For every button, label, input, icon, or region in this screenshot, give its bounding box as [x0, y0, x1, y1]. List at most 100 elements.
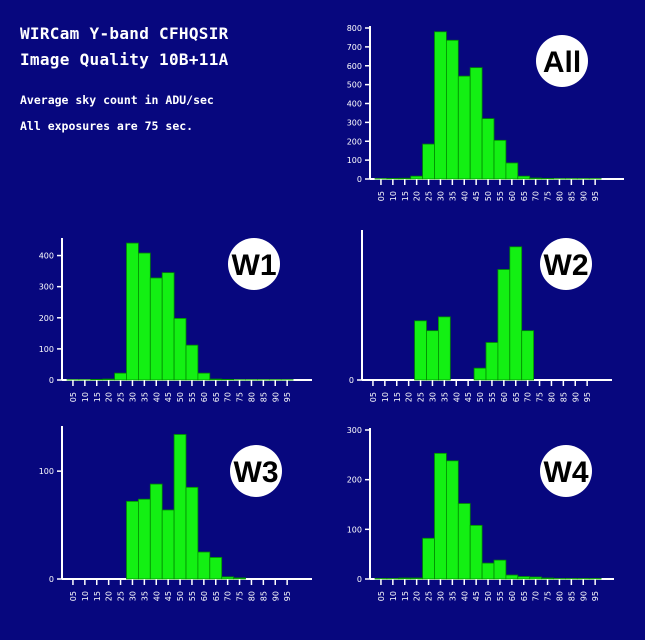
- bar: [126, 242, 139, 381]
- x-tick-label: 10: [81, 392, 90, 402]
- x-tick-label: 40: [152, 591, 161, 601]
- x-tick-label: 60: [500, 392, 509, 402]
- x-tick-label: 35: [448, 591, 457, 601]
- note-line-1: Average sky count in ADU/sec: [20, 93, 214, 107]
- bar: [521, 330, 534, 381]
- badge-circle: [540, 238, 592, 290]
- x-tick-label: 90: [271, 591, 280, 601]
- bar: [529, 177, 542, 180]
- x-tick-label: 70: [224, 392, 233, 402]
- x-tick-label: 90: [571, 392, 580, 402]
- y-tick-label: 600: [347, 62, 362, 71]
- bar: [457, 75, 471, 180]
- bar: [209, 557, 223, 580]
- x-tick-label: 20: [105, 591, 114, 601]
- x-tick-label: 45: [464, 392, 473, 402]
- note-line-2: All exposures are 75 sec.: [20, 119, 194, 133]
- bar: [114, 372, 127, 381]
- bar: [161, 272, 175, 381]
- y-tick-label: 800: [347, 24, 362, 33]
- x-tick-label: 35: [140, 591, 149, 601]
- y-tick-label: 200: [347, 137, 362, 146]
- bar: [185, 486, 199, 580]
- x-tick-label: 05: [369, 392, 378, 402]
- x-tick-label: 55: [496, 191, 505, 201]
- x-tick-label: 75: [544, 191, 553, 201]
- y-tick-label: 400: [39, 252, 54, 261]
- y-tick-label: 0: [357, 575, 362, 584]
- x-tick-label: 35: [448, 191, 457, 201]
- bar: [505, 574, 519, 580]
- x-tick-label: 40: [460, 191, 469, 201]
- y-tick-label: 200: [347, 476, 362, 485]
- x-tick-label: 75: [236, 392, 245, 402]
- x-tick-label: 25: [425, 591, 434, 601]
- x-tick-label: 85: [567, 591, 576, 601]
- x-tick-label: 70: [532, 591, 541, 601]
- x-tick-label: 75: [236, 591, 245, 601]
- bar: [386, 178, 400, 180]
- bar: [410, 175, 423, 180]
- y-tick-label: 300: [347, 426, 362, 435]
- x-tick-label: 30: [128, 591, 137, 601]
- x-tick-label: 10: [81, 591, 90, 601]
- bar: [481, 562, 495, 580]
- bar: [541, 178, 554, 180]
- bar: [473, 367, 487, 381]
- x-tick-label: 20: [405, 392, 414, 402]
- bar: [481, 118, 495, 180]
- x-tick-label: 75: [536, 392, 545, 402]
- bar: [233, 577, 246, 580]
- x-tick-label: 75: [544, 591, 553, 601]
- badge-circle: [230, 445, 282, 497]
- x-tick-label: 05: [69, 591, 78, 601]
- x-tick-label: 30: [428, 392, 437, 402]
- bar: [517, 175, 531, 180]
- y-tick-label: 100: [39, 345, 54, 354]
- badge-circle: [540, 445, 592, 497]
- x-tick-label: 55: [188, 591, 197, 601]
- bar: [90, 378, 104, 381]
- x-tick-label: 45: [164, 392, 173, 402]
- x-tick-label: 55: [496, 591, 505, 601]
- bar: [197, 372, 211, 381]
- x-tick-label: 65: [212, 591, 221, 601]
- x-tick-label: 65: [512, 392, 521, 402]
- x-tick-label: 45: [472, 591, 481, 601]
- bar: [493, 139, 507, 180]
- x-tick-label: 45: [164, 591, 173, 601]
- x-tick-label: 05: [377, 191, 386, 201]
- x-tick-label: 15: [93, 591, 102, 601]
- x-tick-label: 40: [452, 392, 461, 402]
- y-tick-label: 0: [349, 376, 354, 385]
- chart-w4: 0 100 200 300 05 10 15 20 25 30 35 40 45 50 55 60 65 70 75…: [347, 426, 614, 601]
- x-tick-label: 10: [381, 392, 390, 402]
- x-tick-label: 20: [413, 591, 422, 601]
- bar: [126, 500, 139, 580]
- x-tick-label: 70: [224, 591, 233, 601]
- x-tick-label: 70: [524, 392, 533, 402]
- y-tick-label: 100: [347, 525, 362, 534]
- x-tick-label: 05: [377, 591, 386, 601]
- bar: [434, 31, 447, 180]
- x-tick-label: 95: [591, 191, 600, 201]
- bar: [221, 576, 234, 580]
- x-tick-label: 55: [488, 392, 497, 402]
- x-tick-label: 85: [559, 392, 568, 402]
- x-tick-label: 65: [520, 591, 529, 601]
- bar: [426, 330, 439, 381]
- x-tick-label: 05: [69, 392, 78, 402]
- x-tick-label: 25: [425, 191, 434, 201]
- badge-circle: [228, 238, 280, 290]
- x-tick-label: 50: [484, 591, 493, 601]
- bar: [398, 177, 412, 180]
- x-tick-label: 65: [520, 191, 529, 201]
- chart-w3: 0 100 05 10 15 20 25 30 35 40 45 50 55 60 65 70 75 80 85 90…: [39, 426, 312, 601]
- x-tick-label: 15: [401, 591, 410, 601]
- y-tick-label: 300: [347, 118, 362, 127]
- x-tick-label: 20: [105, 392, 114, 402]
- y-tick-label: 400: [347, 100, 362, 109]
- x-tick-label: 95: [283, 392, 292, 402]
